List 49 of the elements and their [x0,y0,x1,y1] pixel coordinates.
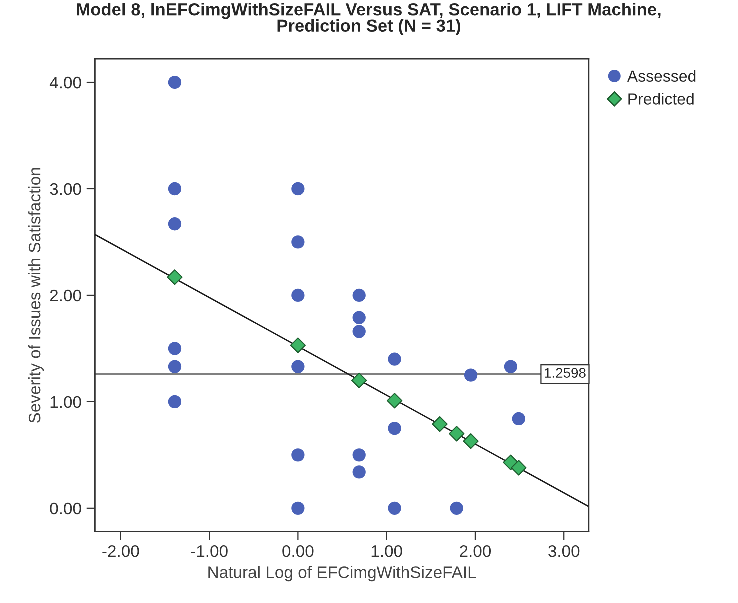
point [352,372,368,388]
point [292,360,305,374]
point [290,338,306,354]
point [168,360,182,374]
x-tick-label: -2.00 [102,545,140,558]
point [292,288,305,302]
point [168,218,182,231]
y-tick-label: 0.00 [50,502,82,515]
legend-label: Assessed [627,70,696,82]
point [388,502,402,515]
point [463,434,479,450]
point [511,460,527,476]
x-tick-label: 0.00 [282,545,314,558]
point [449,426,465,442]
x-axis-title: Natural Log of EFCimgWithSizeFAIL [208,566,476,582]
point [292,502,305,515]
point [352,288,366,302]
point [168,395,182,409]
point [352,448,366,462]
point [168,76,182,90]
point [512,412,526,426]
point [464,368,478,382]
point [352,466,366,479]
legend-label: Predicted [628,93,694,105]
point [504,360,518,374]
point [168,182,182,196]
point [168,342,182,356]
point [388,352,402,366]
point [292,236,305,249]
point [292,448,305,462]
x-tick-label: 1.00 [372,545,402,558]
y-tick-label: 1.00 [50,396,82,408]
y-tick-label: 2.00 [50,290,82,302]
point [292,182,305,196]
point [386,393,403,409]
ref-line-label: 1.2598 [545,368,586,378]
y-tick-label: 4.00 [50,76,82,89]
y-axis-title: Severity of Issues with Satisfaction [28,168,44,424]
point [450,502,464,515]
point [388,422,402,436]
x-tick-label: 2.00 [460,545,492,558]
y-tick-label: 3.00 [50,183,82,196]
point [432,416,448,432]
point [352,325,366,338]
chart-title: Model 8, lnEFCimgWithSizeFAIL Versus SAT, Scenario 1, LIFT Machine, Prediction Set (N = 31) [77,3,661,36]
point [352,311,366,324]
x-tick-label: -1.00 [191,545,228,558]
x-tick-label: 3.00 [548,545,580,558]
point [167,270,183,286]
